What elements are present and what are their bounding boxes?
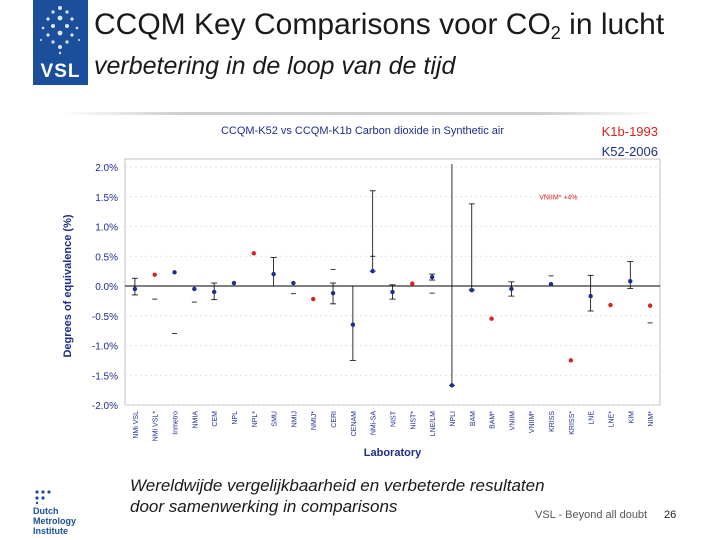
x-tick-label: NMIA (192, 411, 199, 429)
x-axis-label: Laboratory (364, 447, 422, 459)
x-tick-label: VNIIM* (529, 411, 536, 433)
page-title: CCQM Key Comparisons voor CO2 in lucht (94, 8, 664, 44)
data-point (330, 290, 336, 296)
x-tick-label: LNE (589, 411, 596, 425)
dmi-text: Dutch Metrology Institute (33, 506, 113, 536)
x-tick-label: KRISS (549, 411, 556, 432)
data-point (152, 272, 157, 277)
title-subscript: 2 (550, 23, 561, 43)
data-point (489, 316, 494, 321)
y-tick-label: 1.5% (95, 193, 118, 204)
logo-text: VSL (40, 61, 81, 82)
chart-annotation: VNIIM* +4% (539, 195, 577, 202)
x-tick-label: CEM (212, 411, 219, 427)
footer-brand-text: VSL - Beyond all doubt (535, 509, 648, 521)
y-axis-label: Degrees of equivalence (%) (62, 214, 74, 357)
data-point (370, 268, 375, 274)
x-tick-label: LNE* (608, 411, 615, 428)
x-tick-label: NPL (232, 411, 239, 425)
vsl-logo: VSL (33, 0, 88, 85)
data-point (251, 251, 256, 256)
data-point (410, 281, 415, 286)
degrees-of-equivalence-chart: CCQM-K52 vs CCQM-K1b Carbon dioxide in S… (62, 124, 661, 459)
title-prefix: CCQM Key Comparisons voor CO (94, 8, 551, 41)
x-tick-label: NMi VSL* (153, 411, 160, 442)
x-tick-label: NIM* (648, 411, 655, 427)
data-point (568, 358, 574, 363)
footer-tagline: Wereldwijde vergelijkbaarheid en verbete… (130, 475, 545, 517)
y-tick-label: 1.0% (95, 223, 118, 234)
data-point (211, 289, 217, 295)
y-tick-label: 0.5% (95, 252, 118, 263)
data-point (172, 270, 177, 275)
y-tick-label: -1.0% (92, 342, 118, 353)
data-point (271, 271, 276, 277)
tagline-line-2: door samenwerking in comparisons (130, 497, 398, 516)
data-point (628, 279, 633, 284)
page-subtitle: verbetering in de loop van de tijd (94, 52, 456, 80)
x-tick-label: KRISS* (569, 411, 576, 435)
x-tick-label: NMi-SA (371, 411, 378, 435)
title-suffix: in lucht (560, 8, 665, 41)
y-tick-label: 2.0% (95, 163, 118, 174)
dmi-dots-icon (35, 490, 51, 504)
dmi-line-1: Dutch (33, 506, 59, 516)
data-point (608, 302, 613, 308)
x-tick-label: KIM (628, 411, 635, 424)
page-number: 26 (664, 509, 677, 521)
data-point (291, 280, 296, 286)
x-tick-label: LNE/LM (430, 411, 437, 436)
data-point (469, 287, 474, 293)
data-point (390, 289, 395, 295)
x-tick-label: NPL* (252, 411, 259, 428)
x-tick-label: SMU (272, 411, 279, 427)
legend-entry: K52-2006 (602, 144, 658, 159)
logo-dot-pattern-icon (40, 6, 80, 55)
legend-entry: K1b-1993 (602, 124, 658, 139)
chart-title: CCQM-K52 vs CCQM-K1b Carbon dioxide in S… (221, 125, 504, 137)
data-point (509, 286, 514, 292)
y-tick-label: -0.5% (92, 312, 118, 323)
dmi-line-2: Metrology (33, 516, 77, 526)
dmi-line-3: Institute (33, 526, 68, 536)
x-tick-label: NMIJ* (311, 411, 318, 430)
data-point (429, 274, 435, 280)
x-tick-label: NPLI (450, 411, 457, 427)
x-tick-label: CERI (331, 411, 338, 428)
plot-frame (124, 158, 661, 406)
data-point (192, 286, 197, 292)
data-point (132, 286, 138, 292)
data-point (548, 282, 554, 287)
x-tick-label: NMi VSL (133, 411, 140, 439)
data-point (350, 322, 356, 327)
header-divider (60, 112, 660, 115)
y-tick-label: 0.0% (95, 282, 118, 293)
y-tick-label: -1.5% (92, 371, 118, 382)
data-point (588, 293, 593, 299)
x-tick-label: NIST* (410, 411, 417, 430)
data-point (647, 303, 653, 308)
data-point (311, 296, 316, 302)
data-point (231, 280, 237, 286)
x-tick-label: VNIIM (509, 411, 516, 431)
x-tick-label: BAM* (490, 411, 497, 429)
x-tick-label: CENAM (351, 411, 358, 436)
x-tick-label: BAM (470, 411, 477, 426)
x-tick-label: NMIJ (291, 411, 298, 427)
data-point (449, 383, 455, 388)
x-tick-label: NIST (391, 410, 398, 427)
x-tick-label: Inmetro (173, 411, 180, 435)
tagline-line-1: Wereldwijde vergelijkbaarheid en verbete… (130, 476, 545, 495)
y-tick-label: -2.0% (92, 401, 118, 412)
